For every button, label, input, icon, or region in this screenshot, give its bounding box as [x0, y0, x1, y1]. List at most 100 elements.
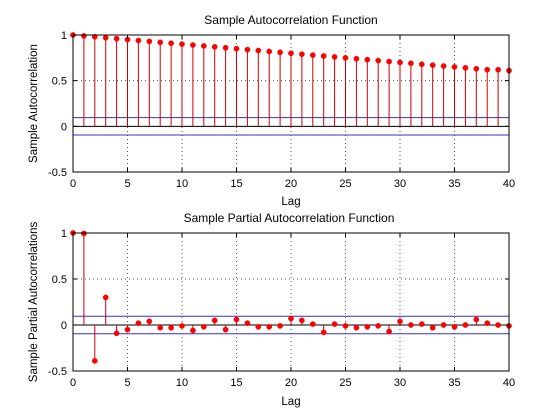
acf-stem-9	[168, 40, 174, 127]
pacf-data-point	[102, 294, 109, 301]
pacf-stem-30	[397, 318, 403, 325]
acf-stem-30	[397, 59, 403, 127]
acf-stem-19	[277, 49, 283, 127]
acf-data-point	[135, 37, 142, 44]
acf-stem-28	[375, 57, 382, 127]
acf-x-tick-label: 15	[230, 178, 242, 190]
pacf-stem-39	[495, 322, 501, 328]
acf-stem-33	[429, 62, 436, 127]
pacf-y-tick-label: 0.5	[52, 274, 67, 286]
acf-data-point	[484, 66, 491, 73]
acf-data-point	[277, 49, 283, 56]
acf-stem-2	[91, 33, 98, 127]
pacf-data-point	[331, 321, 338, 327]
pacf-stem-35	[451, 323, 458, 330]
acf-y-tick-label: 1	[61, 30, 67, 42]
acf-data-point	[462, 65, 469, 71]
acf-plot-frame	[72, 34, 510, 173]
pacf-stem-25	[342, 323, 349, 329]
pacf-data-point	[255, 323, 262, 330]
pacf-data-point	[277, 323, 283, 329]
pacf-stem-7	[146, 318, 153, 325]
acf-data-point	[244, 46, 251, 53]
pacf-stem-17	[255, 323, 262, 330]
acf-data-point	[179, 41, 185, 47]
pacf-stem-32	[418, 321, 425, 327]
pacf-data-point	[157, 324, 164, 331]
pacf-data-point	[244, 320, 251, 327]
pacf-data-point	[440, 322, 447, 328]
pacf-stem-16	[244, 320, 251, 327]
acf-data-point	[288, 50, 294, 57]
pacf-data-point	[495, 322, 501, 328]
acf-data-point	[331, 54, 338, 60]
pacf-x-ticks: 0 5 10 15 20 25 30 35 40	[70, 233, 515, 389]
acf-data-point	[429, 62, 436, 68]
pacf-data-point	[222, 326, 229, 333]
pacf-stem-12	[200, 323, 207, 330]
pacf-data-point	[397, 318, 403, 325]
pacf-x-tick-label: 10	[176, 377, 188, 389]
pacf-stem-19	[277, 323, 283, 329]
pacf-data-point	[124, 326, 131, 333]
pacf-y-tick-label: -0.5	[48, 366, 67, 378]
acf-stem-18	[266, 48, 273, 127]
pacf-stem-28	[375, 323, 382, 329]
acf-stem-6	[135, 37, 142, 127]
acf-data-point	[364, 56, 371, 63]
pacf-data-point	[473, 316, 480, 323]
pacf-stem-2	[91, 325, 98, 364]
acf-data-point	[113, 35, 120, 42]
acf-data-point	[222, 44, 229, 51]
acf-x-tick-label: 20	[285, 178, 297, 190]
pacf-stem-18	[266, 323, 273, 330]
pacf-stem-4	[113, 325, 120, 337]
pacf-data-point	[484, 320, 491, 327]
pacf-x-tick-label: 20	[285, 377, 297, 389]
acf-stem-11	[190, 42, 196, 127]
pacf-y-ticks: -0.5 0 0.5 1	[48, 228, 509, 378]
pacf-data-point	[320, 329, 327, 336]
pacf-x-tick-label: 0	[70, 377, 76, 389]
acf-stem-10	[179, 41, 185, 127]
pacf-data-point	[342, 323, 349, 329]
pacf-data-point	[462, 322, 469, 328]
pacf-data-point	[364, 323, 371, 330]
acf-y-tick-label: -0.5	[48, 167, 67, 179]
pacf-data-point	[211, 317, 218, 324]
acf-stem-15	[233, 45, 240, 127]
pacf-data-point	[418, 321, 425, 327]
acf-data-point	[309, 52, 316, 58]
pacf-stem-15	[233, 316, 240, 325]
acf-x-tick-label: 0	[70, 178, 76, 190]
pacf-stem-22	[309, 321, 316, 327]
pacf-data-point	[451, 323, 458, 330]
pacf-x-tick-label: 35	[448, 377, 460, 389]
acf-y-axis-label: Sample Autocorrelation	[28, 44, 40, 163]
acf-data-point	[91, 33, 98, 40]
acf-stem-24	[331, 54, 338, 127]
pacf-x-tick-label: 40	[503, 377, 515, 389]
pacf-data-point	[91, 358, 98, 364]
acf-y-ticks: -0.5 0 0.5 1	[48, 30, 509, 179]
pacf-data-point	[146, 318, 153, 325]
pacf-stem-38	[484, 320, 491, 327]
acf-stem-23	[320, 53, 327, 127]
pacf-stem-14	[222, 325, 229, 333]
pacf-data-point	[309, 321, 316, 327]
acf-data-point	[81, 33, 87, 39]
acf-x-tick-label: 35	[448, 178, 460, 190]
acf-x-tick-label: 25	[339, 178, 351, 190]
acf-stem-22	[309, 52, 316, 127]
acf-stem-7	[146, 38, 153, 127]
acf-stem-4	[113, 35, 120, 127]
acf-data-point	[168, 40, 174, 47]
acf-stem-25	[342, 54, 349, 127]
pacf-stems	[70, 230, 512, 364]
acf-stem-27	[364, 56, 371, 127]
acf-x-tick-label: 40	[503, 178, 515, 190]
acf-stem-20	[288, 50, 294, 127]
pacf-stem-31	[408, 322, 414, 328]
acf-stem-31	[408, 60, 414, 127]
acf-data-point	[255, 47, 262, 54]
